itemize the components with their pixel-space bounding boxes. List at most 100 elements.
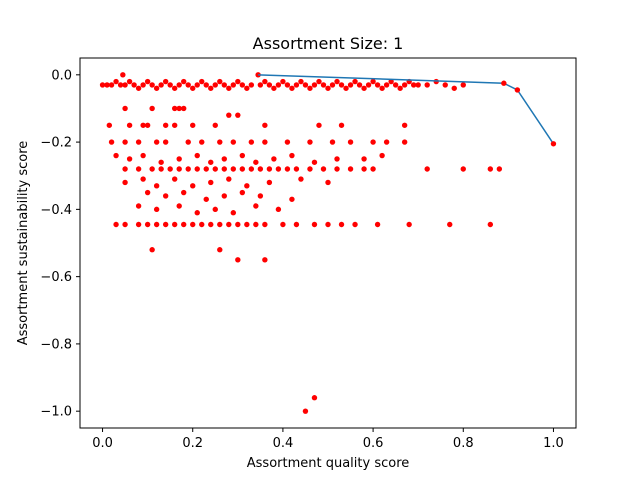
- scatter-point: [262, 139, 268, 145]
- scatter-point: [167, 82, 173, 88]
- scatter-point: [171, 176, 178, 182]
- x-tick-label: 0.6: [363, 436, 384, 451]
- scatter-point: [487, 221, 494, 228]
- y-axis-label: Assortment sustainability score: [16, 141, 31, 346]
- scatter-point: [108, 139, 115, 145]
- scatter-point: [176, 82, 182, 88]
- scatter-point: [307, 139, 313, 145]
- scatter-point: [144, 189, 151, 196]
- scatter-point: [162, 122, 169, 128]
- scatter-point: [208, 85, 214, 91]
- scatter-point: [153, 206, 160, 213]
- scatter-point: [149, 166, 155, 172]
- scatter-point: [239, 152, 246, 159]
- scatter-point: [106, 122, 113, 128]
- scatter-point: [181, 189, 187, 196]
- scatter-point: [347, 82, 354, 88]
- scatter-point: [487, 166, 494, 172]
- scatter-point: [194, 152, 200, 159]
- scatter-point: [460, 82, 466, 88]
- scatter-point: [302, 408, 309, 414]
- scatter-point: [356, 82, 363, 88]
- scatter-point: [275, 82, 282, 88]
- scatter-point: [244, 183, 250, 189]
- scatter-point: [171, 122, 178, 128]
- scatter-point: [221, 166, 227, 172]
- scatter-point: [338, 221, 345, 228]
- scatter-point: [442, 82, 448, 88]
- scatter-point: [379, 85, 385, 91]
- scatter-point: [199, 139, 205, 145]
- scatter-point: [311, 159, 318, 165]
- scatter-point: [190, 85, 196, 91]
- scatter-point: [122, 105, 128, 112]
- scatter-point: [108, 82, 115, 88]
- scatter-point: [185, 82, 191, 88]
- scatter-point: [262, 221, 268, 228]
- scatter-point: [289, 196, 295, 202]
- scatter-point: [217, 221, 223, 228]
- scatter-point: [230, 210, 237, 216]
- scatter-point: [311, 82, 318, 88]
- scatter-point: [383, 82, 390, 88]
- scatter-point: [248, 139, 255, 145]
- scatter-point: [208, 159, 214, 165]
- scatter-point: [153, 221, 160, 228]
- scatter-point: [284, 166, 291, 172]
- scatter-point: [221, 82, 227, 88]
- y-tick-label: −0.4: [40, 203, 72, 218]
- scatter-point: [347, 139, 354, 145]
- scatter-point: [117, 82, 124, 88]
- scatter-point: [361, 166, 367, 172]
- scatter-point: [257, 82, 264, 88]
- scatter-point: [253, 203, 259, 209]
- scatter-point: [415, 82, 421, 88]
- scatter-point: [271, 85, 277, 91]
- scatter-point: [208, 179, 214, 186]
- scatter-point: [370, 78, 376, 85]
- scatter-point: [162, 78, 169, 85]
- scatter-point: [392, 82, 399, 88]
- x-tick-label: 0.4: [273, 436, 294, 451]
- scatter-point: [244, 221, 250, 228]
- scatter-point: [199, 221, 205, 228]
- scatter-point: [190, 183, 196, 189]
- plot-frame: [79, 57, 577, 429]
- scatter-point: [379, 152, 385, 159]
- scatter-point: [149, 105, 155, 112]
- scatter-point: [149, 247, 155, 253]
- scatter-point: [451, 85, 457, 91]
- scatter-point: [266, 179, 273, 186]
- scatter-point: [144, 122, 151, 128]
- scatter-point: [257, 166, 264, 172]
- y-tick-label: −0.2: [40, 136, 72, 151]
- scatter-point: [212, 122, 218, 128]
- scatter-point: [248, 166, 255, 172]
- scatter-point: [176, 156, 182, 162]
- scatter-point: [266, 166, 273, 172]
- scatter-point: [144, 78, 151, 85]
- scatter-point: [126, 156, 133, 162]
- scatter-point: [248, 82, 255, 88]
- scatter-point: [334, 78, 340, 85]
- scatter-point: [374, 221, 381, 228]
- scatter-point: [99, 82, 106, 88]
- scatter-point: [284, 139, 291, 145]
- scatter-point: [203, 196, 209, 202]
- scatter-point: [406, 221, 412, 228]
- scatter-point: [162, 193, 169, 199]
- scatter-point: [171, 105, 178, 112]
- scatter-point: [338, 82, 345, 88]
- scatter-point: [293, 221, 300, 228]
- scatter-point: [162, 221, 169, 228]
- scatter-point: [343, 85, 349, 91]
- scatter-point: [550, 141, 557, 147]
- scatter-point: [239, 166, 246, 172]
- scatter-point: [194, 210, 200, 216]
- scatter-point: [253, 159, 259, 165]
- scatter-point: [181, 221, 187, 228]
- scatter-point: [226, 112, 232, 118]
- scatter-point: [361, 85, 367, 91]
